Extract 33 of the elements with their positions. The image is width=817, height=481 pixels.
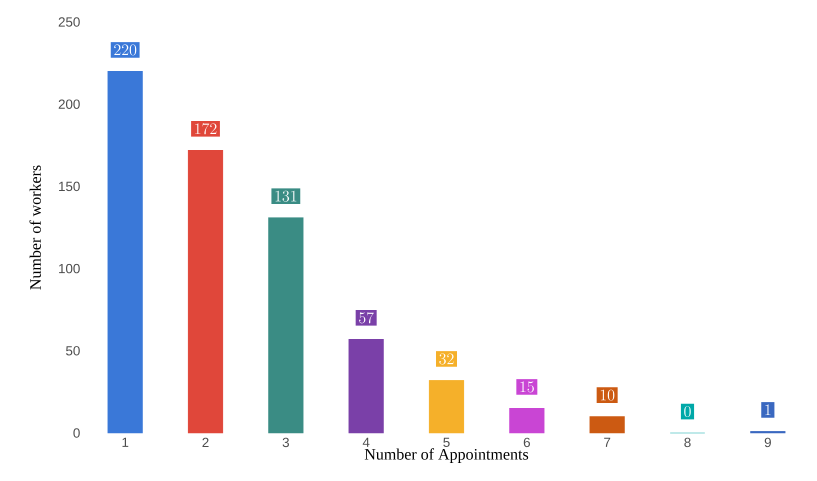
data-label: 32 bbox=[439, 353, 454, 364]
bar bbox=[268, 217, 304, 434]
bar bbox=[348, 339, 384, 434]
data-label: 172 bbox=[195, 123, 216, 134]
x-tick-label: 3 bbox=[282, 438, 289, 448]
data-label: 0 bbox=[684, 406, 691, 418]
x-tick-label: 7 bbox=[604, 438, 610, 447]
x-tick-label: 2 bbox=[202, 438, 209, 448]
data-label: 10 bbox=[600, 390, 614, 401]
bar bbox=[509, 408, 544, 434]
y-tick-label: 150 bbox=[59, 182, 80, 192]
x-tick-label: 9 bbox=[764, 438, 771, 448]
y-tick-label: 50 bbox=[66, 346, 80, 356]
y-tick-label: 100 bbox=[59, 264, 80, 274]
x-tick-label: 1 bbox=[122, 438, 128, 447]
data-label: 131 bbox=[276, 190, 296, 202]
x-tick-label: 5 bbox=[443, 438, 450, 447]
y-tick-label: 200 bbox=[58, 99, 80, 109]
data-label: 220 bbox=[114, 44, 136, 56]
bar bbox=[590, 416, 625, 434]
data-label: 1 bbox=[765, 404, 770, 416]
x-tick-label: 6 bbox=[524, 438, 530, 448]
y-tick-label: 250 bbox=[58, 17, 80, 27]
bar bbox=[188, 150, 224, 434]
x-axis-title: Number of Appointments bbox=[364, 448, 528, 463]
data-label: 15 bbox=[520, 381, 534, 392]
bar bbox=[428, 380, 464, 434]
y-tick-label: 0 bbox=[73, 428, 80, 438]
x-tick-label: 8 bbox=[684, 438, 691, 448]
y-axis-title: Number of workers bbox=[29, 165, 41, 290]
bar bbox=[108, 71, 143, 434]
data-label: 57 bbox=[359, 312, 374, 324]
x-tick-label: 4 bbox=[362, 438, 370, 447]
